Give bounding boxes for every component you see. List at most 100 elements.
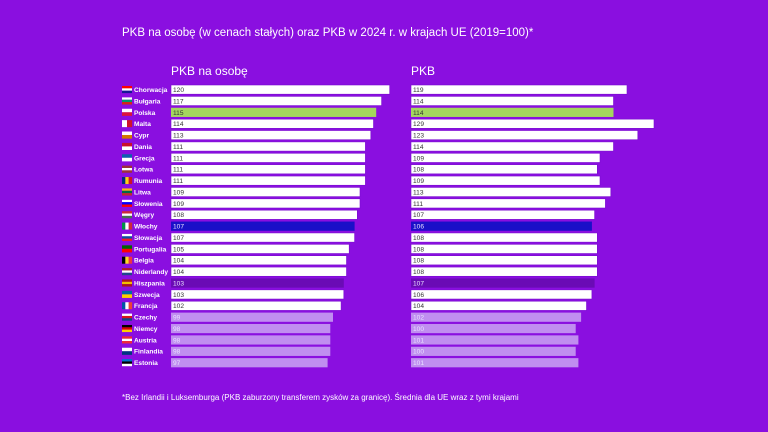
value-label-pc: 103 bbox=[173, 280, 184, 287]
value-label-gdp: 108 bbox=[413, 269, 424, 276]
flag-niemcy bbox=[122, 324, 132, 333]
flag-polska bbox=[122, 108, 132, 116]
bar-gdp-hiszpania bbox=[411, 278, 595, 288]
value-label-pc: 117 bbox=[173, 98, 184, 105]
country-label: Szwecja bbox=[134, 292, 160, 299]
flag-niderlandy bbox=[122, 268, 132, 276]
value-label-gdp: 101 bbox=[413, 337, 424, 344]
country-label: Francja bbox=[134, 303, 158, 310]
value-label-gdp: 100 bbox=[413, 326, 424, 333]
bar-pc-litwa bbox=[170, 187, 361, 197]
chart-title: PKB na osobę (w cenach stałych) oraz PKB… bbox=[122, 27, 534, 39]
bar-gdp-polska bbox=[411, 107, 614, 117]
value-label-gdp: 108 bbox=[413, 258, 424, 265]
bar-gdp-belgia bbox=[410, 255, 598, 266]
bar-pc-wlochy bbox=[171, 221, 355, 231]
bar-gdp-rumunia bbox=[410, 175, 601, 186]
bar-pc-cypr bbox=[170, 130, 372, 141]
value-label-gdp: 108 bbox=[413, 167, 424, 174]
flag-slowenia bbox=[122, 199, 132, 207]
bar-pc-rumunia bbox=[170, 175, 366, 186]
bar-pc-finlandia bbox=[171, 346, 331, 356]
country-label: Litwa bbox=[134, 189, 151, 196]
value-label-gdp: 107 bbox=[413, 280, 424, 287]
country-label: Niderlandy bbox=[134, 269, 168, 276]
bar-gdp-lotwa bbox=[410, 164, 598, 175]
value-label-gdp: 129 bbox=[413, 121, 424, 128]
value-label-pc: 103 bbox=[173, 292, 184, 299]
value-label-pc: 109 bbox=[173, 201, 184, 208]
country-label: Łotwa bbox=[134, 167, 153, 174]
bar-gdp-slowenia bbox=[410, 198, 606, 209]
country-label: Chorwacja bbox=[134, 87, 168, 94]
bar-gdp-malta bbox=[410, 118, 655, 129]
country-label: Polska bbox=[134, 110, 156, 117]
panel-title-gdp: PKB bbox=[411, 64, 436, 78]
value-label-pc: 98 bbox=[173, 349, 181, 356]
value-label-pc: 105 bbox=[173, 246, 184, 253]
country-label: Austria bbox=[134, 337, 157, 344]
value-label-pc: 111 bbox=[173, 144, 183, 151]
value-label-pc: 111 bbox=[173, 167, 183, 174]
country-label: Węgry bbox=[134, 212, 154, 219]
bar-pc-estonia bbox=[171, 358, 328, 368]
flag-belgia bbox=[122, 256, 133, 264]
value-label-gdp: 100 bbox=[413, 349, 424, 356]
flag-dania bbox=[122, 142, 132, 150]
bar-gdp-niderlandy bbox=[410, 266, 598, 277]
value-label-gdp: 108 bbox=[413, 246, 424, 253]
value-label-pc: 104 bbox=[173, 269, 184, 276]
bar-pc-portugalia bbox=[170, 244, 350, 254]
country-label: Estonia bbox=[134, 360, 158, 367]
bar-pc-niderlandy bbox=[170, 266, 347, 277]
value-label-pc: 102 bbox=[173, 303, 184, 310]
bar-pc-malta bbox=[170, 118, 374, 129]
bar-gdp-szwecja bbox=[410, 289, 593, 300]
value-label-gdp: 119 bbox=[413, 87, 424, 94]
flag-malta bbox=[122, 120, 133, 128]
bar-gdp-austria bbox=[411, 335, 579, 345]
flag-hiszpania bbox=[122, 279, 132, 287]
bar-gdp-niemcy bbox=[411, 323, 576, 334]
footnote: *Bez Irlandii i Luksemburga (PKB zaburzo… bbox=[122, 393, 519, 402]
bar-pc-grecja bbox=[170, 152, 366, 163]
bar-gdp-litwa bbox=[410, 187, 612, 197]
country-label: Czechy bbox=[134, 315, 157, 322]
country-label: Słowacja bbox=[134, 235, 163, 242]
bar-gdp-portugalia bbox=[410, 244, 598, 254]
flag-szwecja bbox=[122, 290, 132, 298]
value-label-pc: 98 bbox=[173, 326, 181, 333]
bar-gdp-estonia bbox=[411, 358, 579, 368]
value-label-pc: 97 bbox=[173, 360, 181, 367]
flag-czechy bbox=[122, 313, 132, 321]
bar-pc-czechy bbox=[171, 312, 333, 322]
country-label: Cypr bbox=[134, 133, 149, 140]
flag-grecja bbox=[122, 154, 132, 162]
value-label-pc: 98 bbox=[173, 337, 181, 344]
country-label: Belgia bbox=[134, 258, 154, 265]
flag-francja bbox=[122, 302, 133, 310]
country-label: Hiszpania bbox=[134, 280, 165, 287]
bar-pc-hiszpania bbox=[171, 278, 344, 288]
value-label-gdp: 114 bbox=[413, 110, 424, 117]
bar-gdp-cypr bbox=[410, 130, 639, 141]
bar-pc-austria bbox=[171, 335, 331, 345]
bar-pc-slowenia bbox=[170, 198, 361, 209]
flag-lotwa bbox=[122, 165, 132, 173]
bar-pc-dania bbox=[170, 141, 366, 152]
value-label-gdp: 102 bbox=[413, 315, 424, 322]
value-label-gdp: 111 bbox=[413, 201, 423, 208]
flag-litwa bbox=[122, 188, 132, 196]
bar-gdp-slowacja bbox=[410, 232, 598, 243]
bar-gdp-wegry bbox=[410, 209, 595, 220]
value-label-gdp: 109 bbox=[413, 155, 424, 162]
value-label-pc: 113 bbox=[173, 133, 184, 140]
flag-wlochy bbox=[122, 222, 133, 230]
value-label-gdp: 109 bbox=[413, 178, 424, 185]
country-label: Dania bbox=[134, 144, 152, 151]
bar-pc-chorwacja bbox=[170, 84, 390, 95]
country-label: Finlandia bbox=[134, 349, 163, 356]
bar-pc-belgia bbox=[170, 255, 347, 266]
value-label-gdp: 123 bbox=[413, 133, 424, 140]
value-label-pc: 99 bbox=[173, 315, 181, 322]
